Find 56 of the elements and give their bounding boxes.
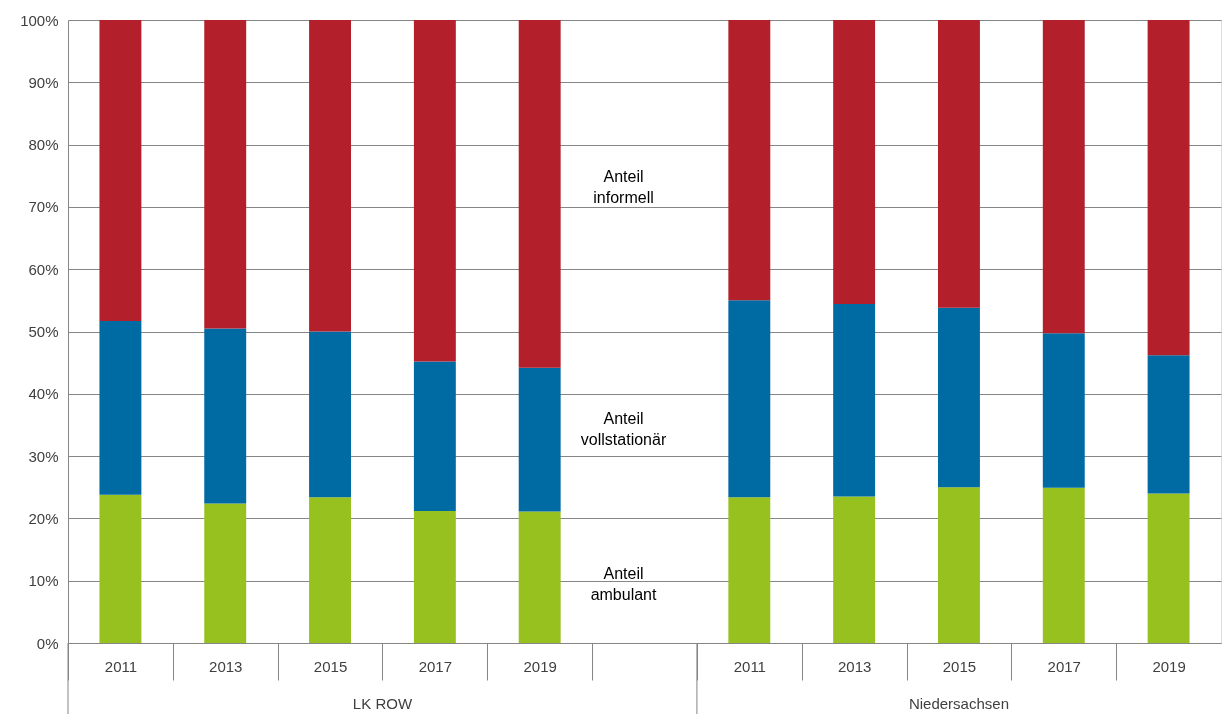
y-tick-label: 70% [28,198,59,216]
bar [204,20,247,329]
bar [1147,493,1190,643]
bar [518,20,561,368]
y-tick-label: 90% [28,73,59,91]
bar [728,20,771,301]
y-tick-label: 30% [28,447,59,465]
bar [937,487,980,643]
bar [1042,487,1085,643]
text: LK ROW [352,695,413,712]
series-label: Anteil ambulant [590,564,657,603]
y-tick-label: 10% [28,572,59,590]
bar [309,331,352,498]
bar [1042,20,1085,334]
series-label: Anteil vollstationär [580,410,667,449]
bar [1042,333,1085,488]
bar [204,328,247,504]
bar [518,367,561,512]
bar [728,497,771,643]
bar [833,304,876,497]
bar [518,511,561,643]
bar [833,20,876,305]
x-tick-label: 2011 [733,657,766,675]
y-tick-label: 80% [28,136,59,154]
x-tick-label: 2015 [942,657,977,675]
bar [413,510,456,643]
x-tick-label: 2019 [1152,657,1186,675]
bar [1147,355,1190,494]
x-tick-label: 2013 [837,657,872,675]
bar [204,503,247,643]
bar [937,307,980,488]
bar [99,20,142,321]
x-tick-label: 2015 [313,657,348,675]
x-tick-label: 2017 [1047,657,1081,675]
bar [413,361,456,511]
bar [309,20,352,332]
bar [728,300,771,498]
text: Niedersachsen [908,695,1009,712]
bar [309,497,352,643]
x-tick-label: 2017 [418,657,453,675]
bar [833,496,876,643]
y-tick-label: 60% [28,260,59,278]
x-tick-label: 2019 [523,657,557,675]
x-tick-label: 2011 [104,657,138,675]
y-tick-label: 0% [36,634,59,652]
bar [99,320,142,495]
bar [1147,20,1190,356]
text: Anteil informell [593,168,654,206]
bar [937,20,980,308]
bar [413,20,456,362]
y-tick-label: 50% [28,323,59,340]
x-tick-label: 2013 [209,657,243,675]
y-tick-label: 40% [28,385,59,403]
y-tick-label: 100% [20,11,59,29]
bar [99,494,142,643]
y-tick-label: 20% [28,509,59,527]
